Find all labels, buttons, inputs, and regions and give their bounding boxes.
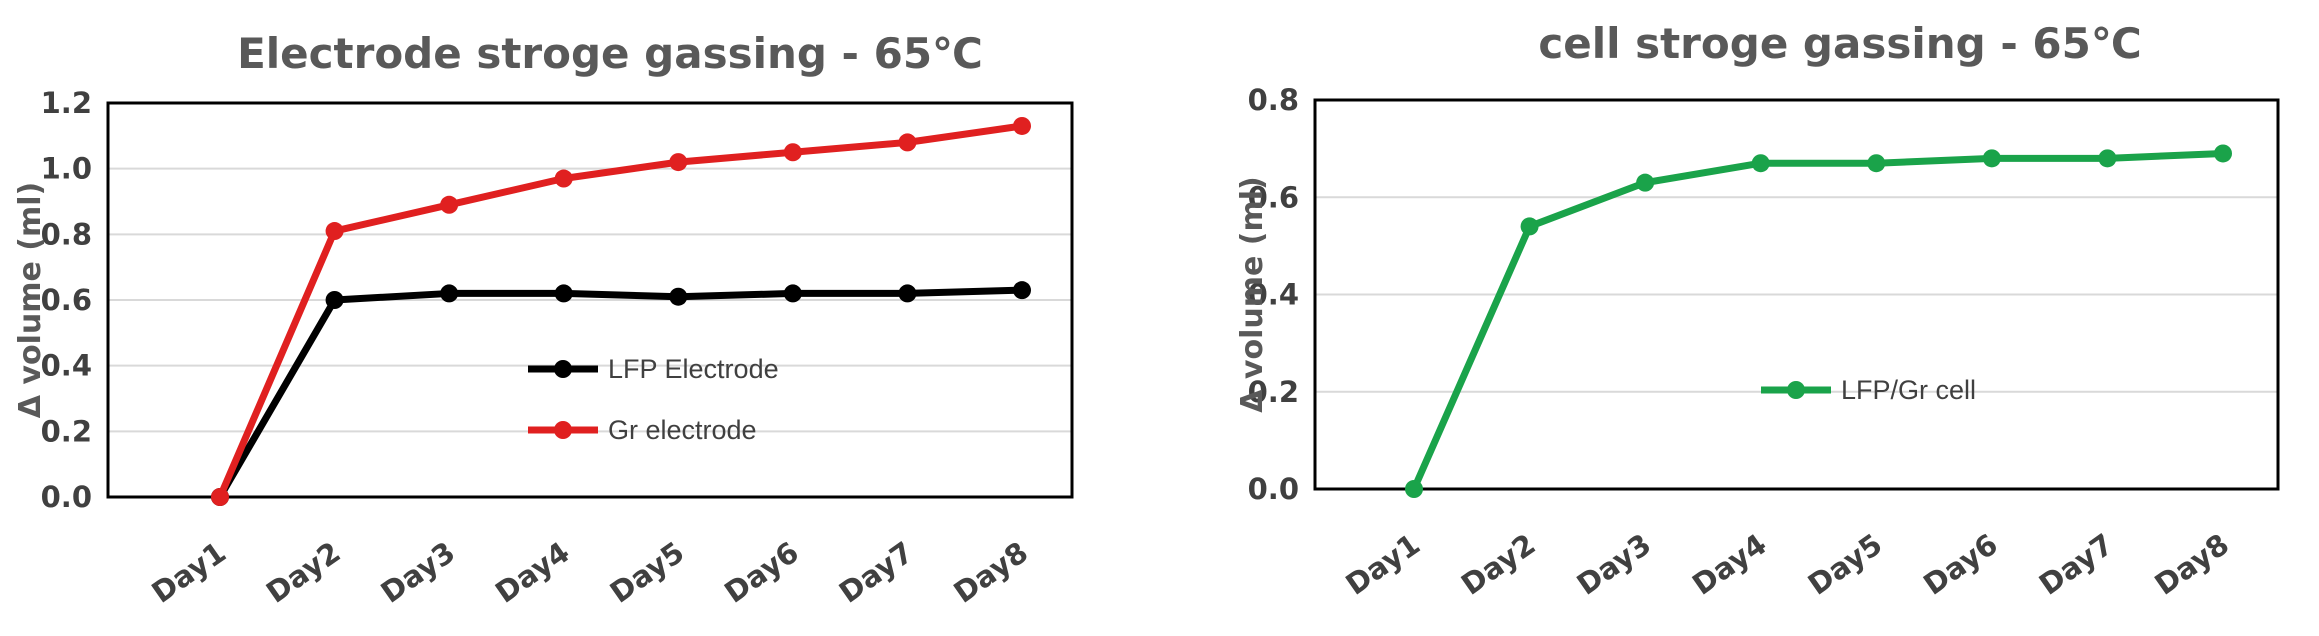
y-tick-label: 1.0 [41, 152, 92, 186]
data-point [1636, 173, 1655, 192]
data-point [1982, 149, 2001, 168]
y-axis-label: Δ volume (ml) [13, 182, 48, 418]
y-tick-label: 0.6 [41, 283, 92, 317]
data-point [1867, 154, 1886, 173]
y-tick-label: 0.6 [1248, 180, 1299, 214]
y-tick-label: 0.0 [1248, 472, 1299, 506]
y-tick-label: 0.2 [41, 414, 92, 448]
y-tick-label: 1.2 [41, 86, 92, 120]
x-tick-label: Day4 [489, 535, 576, 610]
x-tick-label: Day2 [1455, 527, 1542, 602]
y-tick-label: 0.4 [41, 349, 92, 383]
data-point [1520, 217, 1539, 236]
chart-title: Electrode stroge gassing - 65℃ [237, 29, 983, 78]
series-line [216, 122, 1023, 499]
data-point [325, 291, 344, 309]
plot-frame [106, 101, 1074, 499]
data-point [554, 284, 573, 303]
x-tick-label: Day3 [375, 535, 462, 610]
data-point [783, 143, 802, 162]
data-point [440, 195, 459, 214]
data-point [669, 153, 688, 172]
data-point [2214, 144, 2232, 163]
data-point [1013, 281, 1031, 300]
y-tick-label: 0.4 [1248, 278, 1299, 312]
data-point [783, 284, 802, 303]
data-point [1013, 116, 1031, 135]
legend-label: LFP/Gr cell [1841, 375, 1976, 405]
data-point [898, 133, 917, 152]
x-tick-label: Day1 [145, 535, 232, 610]
data-point [211, 488, 229, 506]
legend-swatch-marker [554, 421, 572, 439]
series-line [216, 286, 1023, 499]
x-tick-label: Day6 [1917, 527, 2004, 602]
data-point [1751, 154, 1770, 173]
data-point [669, 287, 688, 306]
x-tick-label: Day1 [1339, 527, 1426, 602]
x-tick-label: Day5 [604, 535, 691, 610]
x-tick-label: Day8 [2148, 527, 2235, 602]
data-point [898, 284, 917, 303]
legend-swatch-marker [554, 360, 572, 378]
y-tick-label: 0.8 [1248, 83, 1299, 117]
chart-2: cell stroge gassing - 65℃ 0.0 0.2 0.4 0.6 0.8… [1235, 19, 2280, 602]
y-tick-label: 0.0 [41, 480, 92, 514]
x-tick-label: Day2 [260, 535, 347, 610]
x-tick-label: Day8 [947, 535, 1034, 610]
x-tick-label: Day4 [1686, 527, 1773, 602]
chart-title: cell stroge gassing - 65℃ [1538, 19, 2141, 68]
x-tick-label: Day7 [833, 535, 920, 610]
y-tick-label: 0.8 [41, 217, 92, 251]
y-axis-label: Δ volume (ml) [1235, 176, 1270, 412]
data-point [2098, 149, 2117, 168]
data-point [1405, 480, 1423, 498]
legend-swatch-marker [1787, 381, 1805, 399]
x-tick-label: Day3 [1571, 527, 1658, 602]
plot-frame [1313, 98, 2280, 491]
data-point [325, 222, 344, 241]
chart-1: Electrode stroge gassing - 65℃ 0.0 0.2 0.4 0… [13, 29, 1074, 610]
y-tick-label: 0.2 [1248, 375, 1299, 409]
x-tick-label: Day5 [1802, 527, 1889, 602]
data-point [554, 169, 573, 188]
legend-label: Gr electrode [608, 415, 757, 445]
data-point [440, 284, 459, 303]
legend-label: LFP Electrode [608, 354, 779, 384]
x-tick-label: Day6 [718, 535, 805, 610]
x-tick-label: Day7 [2033, 527, 2120, 602]
series-line [1410, 149, 2224, 491]
